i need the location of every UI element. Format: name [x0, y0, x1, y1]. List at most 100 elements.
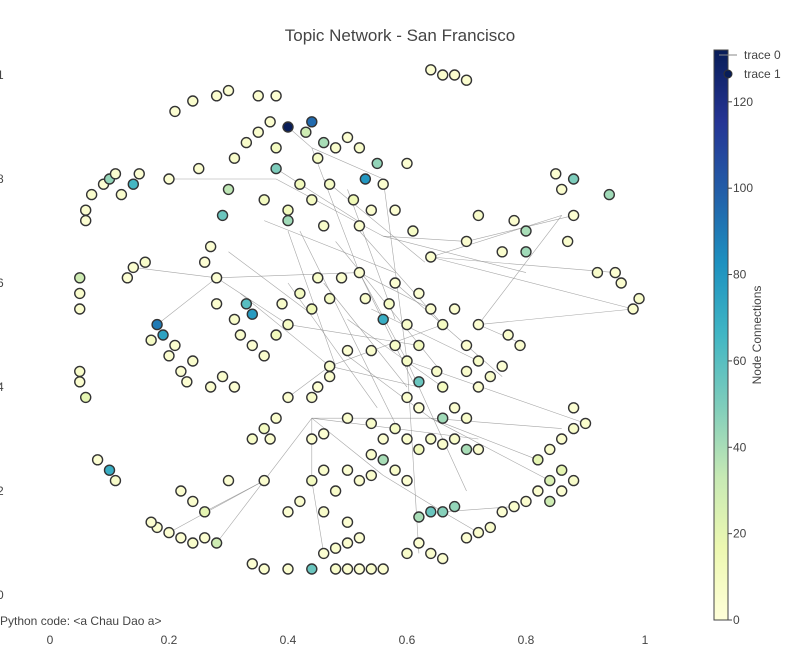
network-node[interactable] — [359, 292, 372, 305]
network-node[interactable] — [633, 292, 645, 305]
network-node[interactable] — [377, 313, 389, 326]
network-node[interactable] — [246, 433, 259, 445]
network-node[interactable] — [341, 344, 354, 357]
network-node[interactable] — [282, 121, 294, 133]
network-node[interactable] — [460, 443, 473, 456]
network-node[interactable] — [329, 563, 342, 575]
network-node[interactable] — [270, 90, 282, 102]
network-node[interactable] — [312, 381, 324, 393]
network-node[interactable] — [312, 152, 324, 164]
network-node[interactable] — [175, 485, 187, 497]
network-node[interactable] — [282, 506, 294, 518]
network-node[interactable] — [532, 454, 544, 466]
network-node[interactable] — [198, 532, 211, 544]
network-node[interactable] — [306, 194, 318, 206]
network-node[interactable] — [240, 298, 253, 310]
network-node[interactable] — [282, 318, 294, 331]
network-node[interactable] — [341, 464, 354, 476]
network-node[interactable] — [514, 339, 526, 352]
network-node[interactable] — [270, 412, 282, 424]
network-node[interactable] — [460, 365, 473, 378]
network-node[interactable] — [448, 303, 461, 315]
network-node[interactable] — [425, 251, 437, 263]
network-node[interactable] — [567, 474, 580, 487]
network-node[interactable] — [300, 126, 312, 138]
network-node[interactable] — [187, 95, 199, 107]
network-node[interactable] — [496, 360, 508, 372]
network-node[interactable] — [222, 183, 235, 196]
network-node[interactable] — [240, 136, 253, 149]
network-node[interactable] — [318, 464, 330, 476]
network-node[interactable] — [561, 235, 574, 248]
network-node[interactable] — [401, 355, 413, 367]
network-node[interactable] — [550, 168, 562, 180]
network-node[interactable] — [377, 178, 389, 190]
network-node[interactable] — [193, 162, 205, 175]
network-node[interactable] — [163, 173, 175, 185]
network-node[interactable] — [270, 329, 282, 341]
network-node[interactable] — [389, 204, 401, 216]
network-node[interactable] — [389, 464, 401, 476]
network-node[interactable] — [389, 422, 401, 435]
network-node[interactable] — [139, 256, 151, 268]
network-node[interactable] — [359, 173, 372, 185]
network-node[interactable] — [121, 272, 134, 284]
network-node[interactable] — [222, 84, 235, 97]
network-node[interactable] — [520, 246, 532, 258]
network-node[interactable] — [377, 563, 389, 575]
network-node[interactable] — [371, 157, 383, 170]
network-node[interactable] — [460, 412, 473, 424]
network-node[interactable] — [472, 381, 485, 393]
network-node[interactable] — [246, 308, 259, 320]
network-node[interactable] — [389, 277, 401, 289]
network-node[interactable] — [437, 438, 449, 450]
network-node[interactable] — [318, 547, 330, 560]
network-node[interactable] — [252, 126, 264, 138]
network-node[interactable] — [437, 412, 449, 424]
network-node[interactable] — [312, 272, 324, 284]
network-node[interactable] — [198, 506, 211, 518]
network-node[interactable] — [472, 355, 485, 367]
legend-item-trace-0[interactable]: trace 0 — [719, 48, 781, 62]
network-node[interactable] — [508, 500, 520, 513]
network-node[interactable] — [544, 495, 556, 508]
network-node[interactable] — [258, 563, 270, 575]
network-node[interactable] — [74, 287, 86, 300]
network-node[interactable] — [323, 292, 336, 305]
network-node[interactable] — [407, 225, 419, 237]
network-node[interactable] — [341, 412, 354, 424]
network-node[interactable] — [258, 422, 270, 435]
network-node[interactable] — [234, 329, 247, 341]
network-node[interactable] — [365, 344, 377, 357]
network-node[interactable] — [353, 532, 366, 544]
network-node[interactable] — [437, 381, 449, 393]
network-node[interactable] — [413, 511, 425, 523]
network-node[interactable] — [127, 178, 140, 190]
network-node[interactable] — [520, 495, 532, 508]
network-node[interactable] — [389, 339, 401, 352]
network-node[interactable] — [556, 464, 568, 476]
network-node[interactable] — [115, 188, 128, 201]
network-node[interactable] — [353, 474, 366, 487]
network-node[interactable] — [79, 204, 92, 216]
network-node[interactable] — [460, 235, 473, 248]
network-node[interactable] — [74, 376, 86, 388]
network-node[interactable] — [187, 495, 199, 508]
network-node[interactable] — [282, 391, 294, 404]
network-node[interactable] — [323, 370, 336, 383]
network-node[interactable] — [401, 474, 413, 487]
network-node[interactable] — [175, 532, 187, 544]
network-node[interactable] — [556, 183, 568, 196]
network-node[interactable] — [472, 318, 485, 331]
legend[interactable]: trace 0 trace 1 — [719, 48, 781, 81]
network-node[interactable] — [282, 204, 294, 216]
network-node[interactable] — [187, 355, 199, 367]
network-node[interactable] — [532, 485, 544, 497]
network-node[interactable] — [544, 474, 556, 487]
network-node[interactable] — [270, 142, 282, 154]
network-node[interactable] — [282, 563, 294, 575]
network-node[interactable] — [609, 266, 621, 279]
network-node[interactable] — [413, 339, 425, 352]
network-node[interactable] — [437, 69, 449, 81]
network-node[interactable] — [145, 334, 157, 346]
